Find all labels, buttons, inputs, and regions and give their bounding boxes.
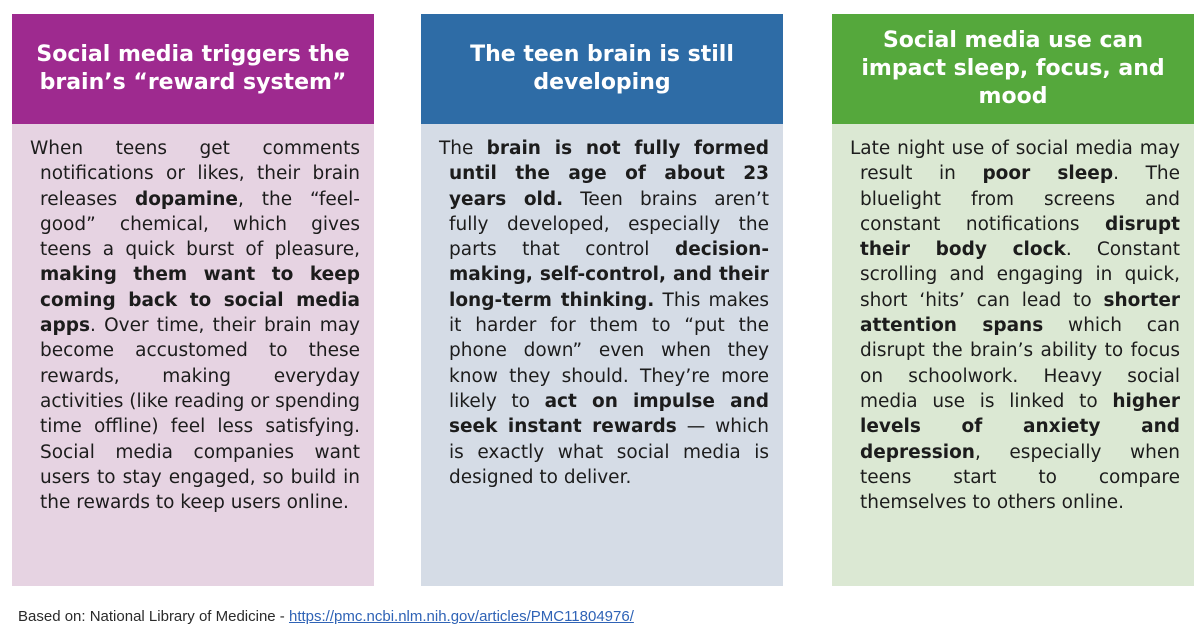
body-text: — which is exactly what social media is … <box>449 416 769 488</box>
body-text: The <box>439 138 487 159</box>
body-text: . Constant scrolling and engaging in qui… <box>860 239 1180 311</box>
body-text: , especially when teens start to compare… <box>860 441 1180 514</box>
panel-header-sleep-focus-mood: Social media use can impact sleep, focus… <box>832 14 1194 124</box>
panel-body-reward-system: When teens get comments notifications or… <box>12 124 374 586</box>
panel-text-reward-system: When teens get comments notifications or… <box>30 136 360 515</box>
emphasis-text: shorter attention spans <box>860 289 1180 337</box>
emphasis-text: act on impulse and seek instant rewards <box>449 390 770 438</box>
panel-teen-brain: The teen brain is still developing The b… <box>421 14 783 586</box>
body-text: , the “feel-good” chemical, which gives … <box>40 188 360 261</box>
emphasis-text: higher levels of anxiety and depression <box>860 390 1180 463</box>
body-text: This makes it harder for them to “put th… <box>449 289 769 412</box>
panel-title-teen-brain: The teen brain is still developing <box>470 42 734 95</box>
emphasis-text: making them want to keep coming back to … <box>40 264 360 337</box>
body-text: When teens get comments notifications or… <box>30 138 360 210</box>
panel-reward-system: Social media triggers the brain’s “rewar… <box>12 14 374 586</box>
source-link[interactable]: https://pmc.ncbi.nlm.nih.gov/articles/PM… <box>288 608 634 625</box>
panel-title-sleep-focus-mood: Social media use can impact sleep, focus… <box>861 28 1165 109</box>
body-text: . Over time, their brain may become accu… <box>40 315 360 514</box>
emphasis-text: disrupt their body clock <box>860 213 1180 261</box>
source-citation: Based on: National Library of Medicine -… <box>18 608 634 625</box>
panel-title-reward-system: Social media triggers the brain’s “rewar… <box>36 42 350 95</box>
panel-body-teen-brain: The brain is not fully formed until the … <box>421 124 783 586</box>
panel-text-teen-brain: The brain is not fully formed until the … <box>439 136 769 490</box>
panel-header-reward-system: Social media triggers the brain’s “rewar… <box>12 14 374 124</box>
panel-body-sleep-focus-mood: Late night use of social media may resul… <box>832 124 1194 586</box>
panel-header-teen-brain: The teen brain is still developing <box>421 14 783 124</box>
emphasis-text: dopamine <box>134 188 238 210</box>
body-text: . The bluelight from screens and constan… <box>860 163 1180 235</box>
source-citation-prefix: Based on: National Library of Medicine - <box>18 608 289 625</box>
emphasis-text: decision-making, self-control, and their… <box>449 239 769 311</box>
body-text: Teen brains aren’t fully developed, espe… <box>449 188 769 261</box>
panel-sleep-focus-mood: Social media use can impact sleep, focus… <box>832 14 1194 586</box>
emphasis-text: poor sleep <box>982 163 1114 185</box>
body-text: which can disrupt the brain’s ability to… <box>860 315 1180 412</box>
panel-text-sleep-focus-mood: Late night use of social media may resul… <box>850 136 1180 515</box>
body-text: Late night use of social media may resul… <box>850 138 1180 185</box>
emphasis-text: brain is not fully formed until the age … <box>449 138 769 210</box>
